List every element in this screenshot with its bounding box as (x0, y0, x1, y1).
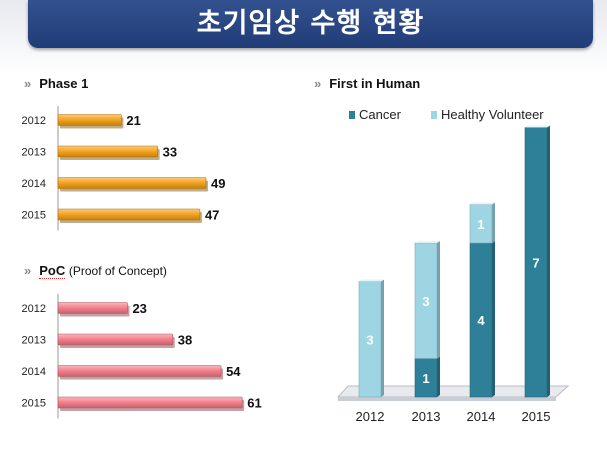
fih-tick-label: 2014 (467, 409, 496, 424)
page-title: 초기임상 수행 현황 (28, 0, 593, 48)
fih-bar-top (359, 279, 384, 282)
phase1-bar (57, 208, 201, 221)
poc-data-label: 23 (132, 301, 146, 316)
poc-tick-label: 2014 (22, 366, 46, 378)
poc-subtitle: (Proof of Concept) (68, 264, 167, 278)
double-chevron-icon: » (24, 76, 32, 91)
fih-data-label: 3 (366, 332, 373, 347)
poc-title: » PoC (Proof of Concept) (24, 263, 167, 279)
poc-tick-label: 2013 (22, 335, 46, 347)
fih-bar-top (525, 125, 550, 128)
poc-bar (57, 302, 128, 314)
phase1-bar (57, 145, 158, 158)
fih-bar-side (381, 279, 384, 397)
poc-bar (57, 365, 222, 377)
fih-tick-label: 2012 (356, 409, 385, 424)
phase1-tick-label: 2013 (22, 147, 46, 159)
poc-tick-label: 2012 (22, 303, 46, 315)
fih-legend-label: Healthy Volunteer (441, 107, 544, 122)
phase1-title-text: Phase 1 (39, 76, 89, 91)
fih-data-label: 1 (477, 217, 484, 232)
poc-tick-label: 2015 (22, 398, 46, 410)
fih-title-text: First in Human (329, 76, 421, 91)
fih-tick-label: 2015 (522, 409, 551, 424)
poc-bar (57, 333, 174, 346)
phase1-bar (57, 114, 122, 126)
fih-bar-side (437, 241, 440, 359)
double-chevron-icon: » (314, 76, 322, 91)
fih-tick-label: 2013 (412, 409, 441, 424)
poc-bar (57, 396, 243, 409)
phase1-tick-label: 2015 (22, 210, 46, 222)
fih-bar-side (437, 356, 440, 397)
poc-data-label: 61 (247, 396, 261, 411)
fih-bar-side (492, 241, 495, 397)
fih-bar-side (547, 125, 550, 397)
fih-bar-side (492, 202, 495, 243)
poc-data-label: 38 (178, 333, 192, 348)
phase1-tick-label: 2012 (22, 115, 46, 127)
fih-title: » First in Human (314, 76, 420, 91)
fih-legend-label: Cancer (359, 107, 402, 122)
phase1-bar (57, 177, 207, 189)
fih-data-label: 3 (422, 294, 429, 309)
phase1-data-label: 49 (211, 176, 225, 191)
fih-data-label: 7 (532, 255, 539, 270)
phase1-title: » Phase 1 (24, 76, 88, 91)
poc-title-text: PoC (39, 263, 66, 279)
phase1-tick-label: 2014 (22, 178, 46, 190)
fih-data-label: 1 (422, 371, 429, 386)
fih-bar-top (415, 241, 440, 243)
fih-floor-edge (338, 397, 556, 401)
phase1-data-label: 47 (205, 208, 219, 223)
poc-data-label: 54 (226, 364, 241, 379)
phase1-data-label: 33 (163, 145, 177, 160)
fih-data-label: 4 (477, 313, 485, 328)
double-chevron-icon: » (24, 263, 32, 278)
phase1-data-label: 21 (126, 113, 140, 128)
fih-legend-swatch (349, 111, 355, 119)
fih-legend-swatch (431, 111, 437, 119)
fih-bar-top (470, 202, 495, 205)
